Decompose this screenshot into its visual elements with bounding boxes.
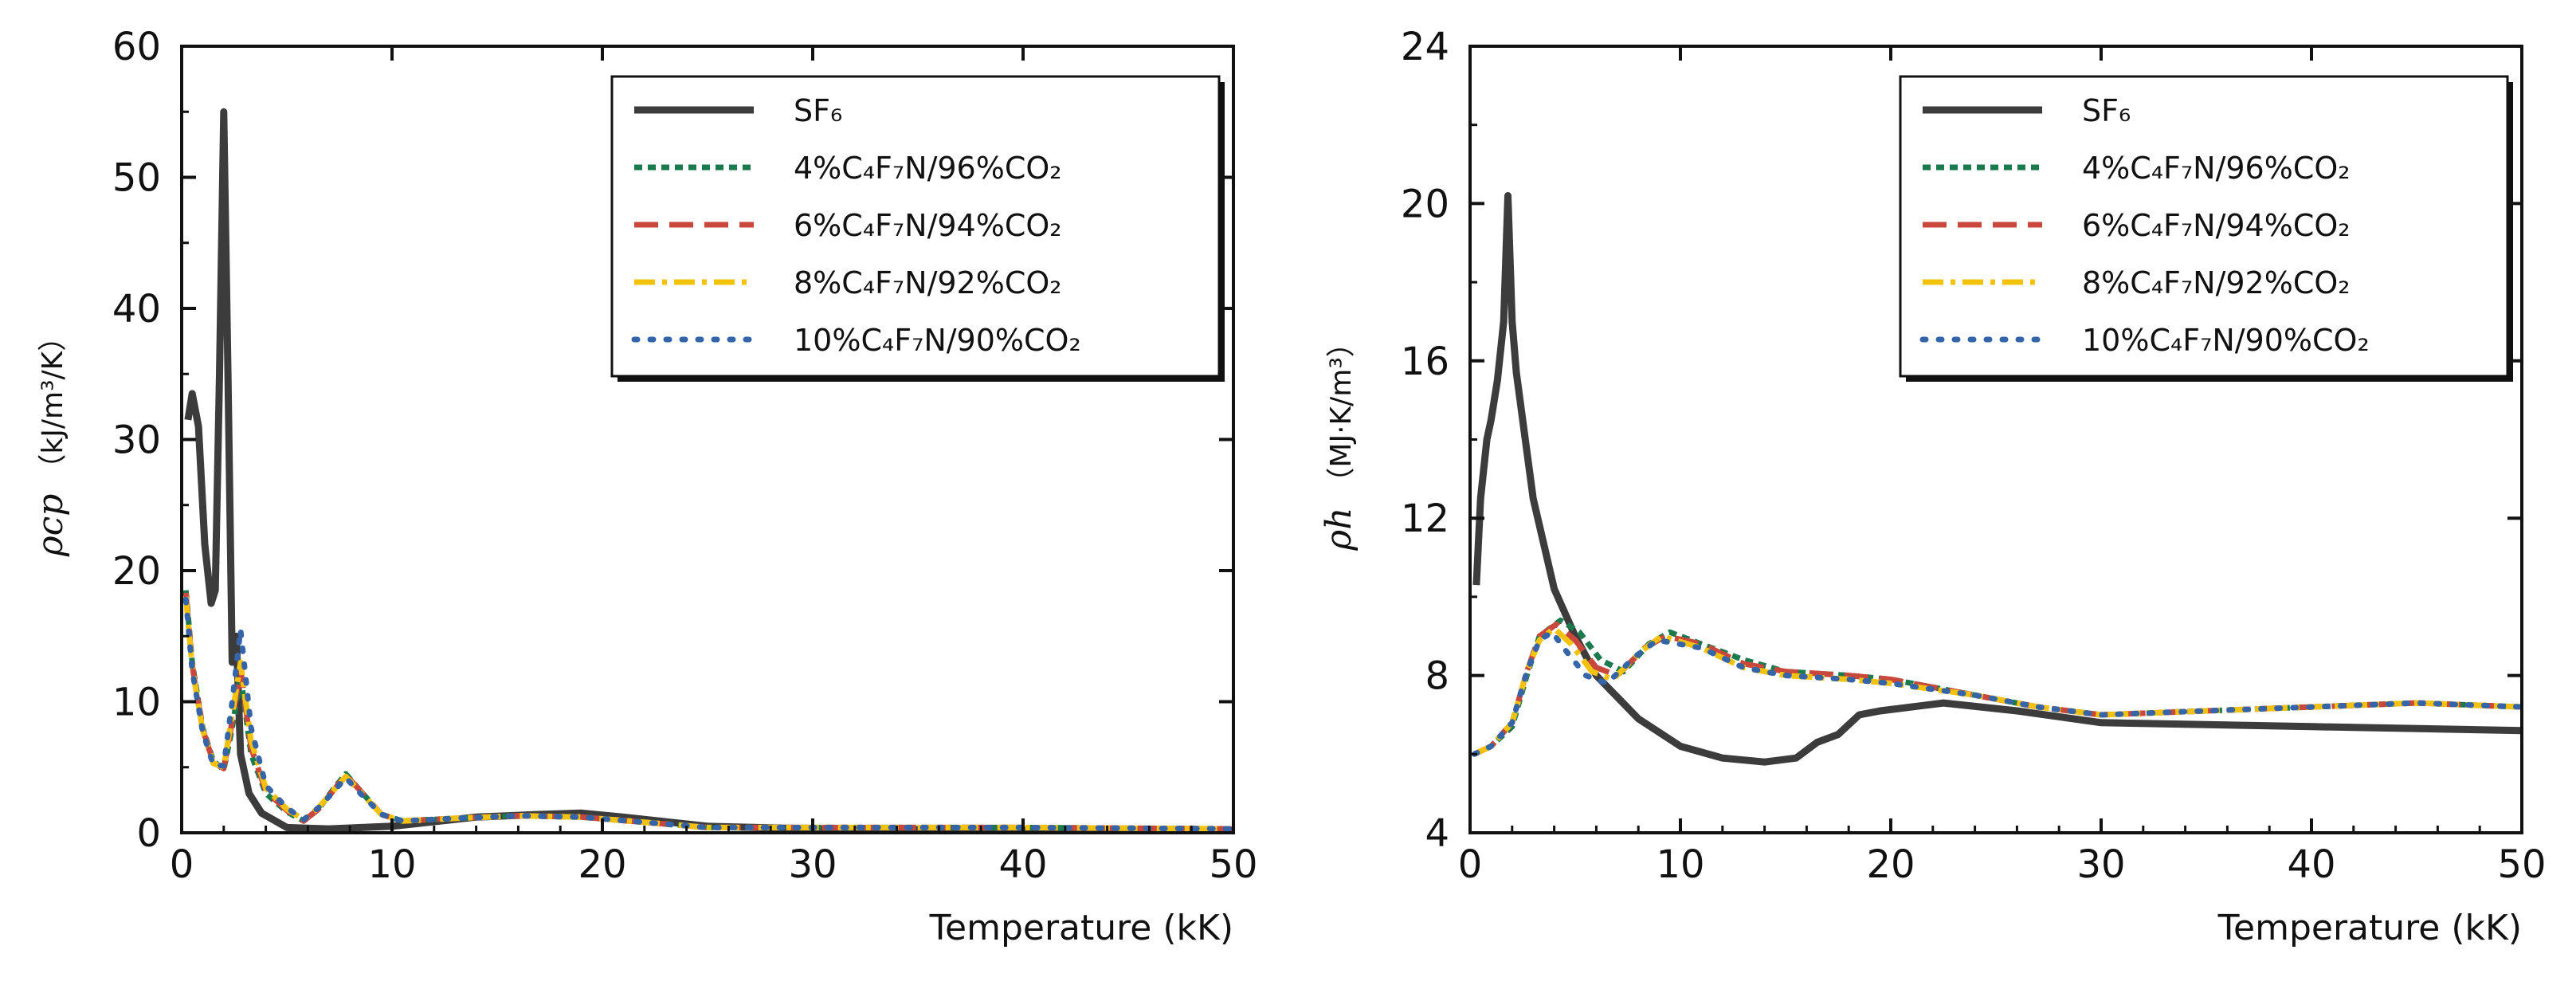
- x-tick-label: 0: [1458, 842, 1483, 887]
- y-tick-label: 16: [1401, 339, 1449, 384]
- series-group: [1471, 192, 2522, 766]
- y-axis-symbol: ρcp: [30, 494, 71, 558]
- x-tick-label: 40: [2287, 842, 2335, 887]
- series-line-4: [182, 596, 1233, 832]
- legend-label-3: 8%C₄F₇N/92%CO₂: [794, 265, 1062, 300]
- x-tick-label: 20: [578, 842, 626, 887]
- x-tick-label: 30: [788, 842, 837, 887]
- y-tick-label: 12: [1401, 496, 1449, 541]
- series-line-1: [1472, 618, 2522, 757]
- x-tick-label: 20: [1866, 842, 1915, 887]
- y-axis-label: ρh （MJ·K/m³）: [1319, 328, 1359, 551]
- y-tick-label: 24: [1401, 25, 1449, 69]
- series-group: [182, 108, 1233, 833]
- legend-label-3: 8%C₄F₇N/92%CO₂: [2082, 265, 2351, 300]
- x-tick-label: 50: [1209, 842, 1257, 887]
- series-line-2: [182, 592, 1233, 832]
- series-line-0: [184, 108, 1233, 833]
- x-tick-label: 10: [367, 842, 416, 887]
- y-tick-label: 10: [112, 681, 161, 725]
- y-axis-symbol: ρh: [1319, 508, 1359, 551]
- y-axis-label: ρcp （kJ/m³/K）: [30, 323, 71, 558]
- y-tick-label: 4: [1425, 811, 1449, 856]
- y-tick-label: 60: [112, 25, 161, 69]
- y-axis-unit: （kJ/m³/K）: [37, 323, 69, 483]
- x-tick-label: 50: [2497, 842, 2546, 887]
- legend-label-4: 10%C₄F₇N/90%CO₂: [2082, 323, 2370, 358]
- legend-label-0: SF₆: [2082, 93, 2131, 128]
- x-axis-label: Temperature (kK): [929, 908, 1233, 948]
- y-tick-label: 8: [1425, 654, 1449, 699]
- x-tick-label: 40: [998, 842, 1047, 887]
- y-tick-label: 0: [136, 811, 161, 856]
- legend-label-4: 10%C₄F₇N/90%CO₂: [794, 323, 1081, 358]
- legend-label-0: SF₆: [794, 93, 842, 128]
- y-tick-label: 20: [112, 549, 161, 594]
- series-line-3: [182, 596, 1233, 832]
- x-tick-label: 30: [2076, 842, 2125, 887]
- legend-label-1: 4%C₄F₇N/96%CO₂: [794, 151, 1062, 186]
- series-line-2: [1472, 621, 2522, 757]
- x-tick-label: 10: [1656, 842, 1704, 887]
- legend-label-1: 4%C₄F₇N/96%CO₂: [2082, 151, 2351, 186]
- left-chart-rho-cp: 0 10 20 30 40 50 0 10 20 30 40 50 60 Temperature (kK)…: [30, 25, 1258, 948]
- series-line-3: [1472, 625, 2522, 757]
- y-tick-label: 50: [112, 156, 161, 201]
- series-line-0: [1472, 192, 2522, 766]
- y-tick-label: 40: [112, 287, 161, 332]
- y-tick-label: 20: [1401, 182, 1449, 226]
- x-axis-label: Temperature (kK): [2217, 908, 2522, 948]
- legend-label-2: 6%C₄F₇N/94%CO₂: [794, 208, 1062, 243]
- y-axis-unit: （MJ·K/m³）: [1325, 328, 1358, 496]
- legend-label-2: 6%C₄F₇N/94%CO₂: [2082, 208, 2351, 243]
- x-tick-label: 0: [170, 842, 194, 887]
- series-line-4: [1471, 629, 2522, 757]
- series-line-1: [182, 590, 1233, 832]
- right-chart-rho-h: 0 10 20 30 40 50 4 8 12 16 20 24 Temperature (kK) ρh （…: [1319, 25, 2547, 948]
- y-tick-label: 30: [112, 418, 161, 463]
